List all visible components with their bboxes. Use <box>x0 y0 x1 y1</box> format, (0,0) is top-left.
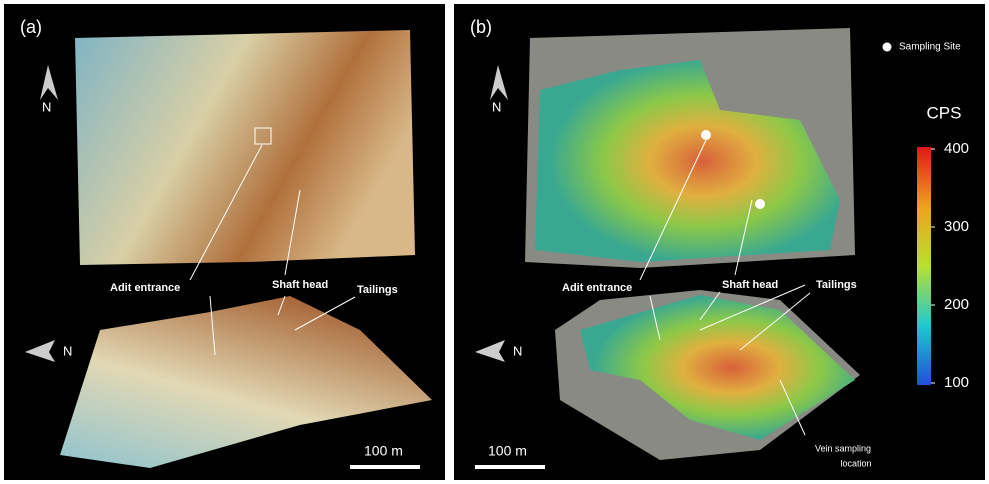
legend-marker <box>882 42 892 52</box>
scale-label: 100 m <box>488 443 527 459</box>
colorbar-tick-label: 200 <box>944 296 969 313</box>
north-arrow <box>25 340 55 362</box>
north-arrow <box>490 65 508 100</box>
dem-map <box>75 30 415 265</box>
annotation: Shaft head <box>272 279 328 291</box>
annotation: Adit entrance <box>562 282 632 294</box>
north-label: N <box>513 343 522 358</box>
scale-label: 100 m <box>364 443 403 459</box>
colorbar-title: CPS <box>927 103 962 122</box>
north-label: N <box>492 99 501 114</box>
annotation: Vein sampling <box>815 443 871 453</box>
colorbar <box>917 147 931 385</box>
north-arrow <box>475 340 505 362</box>
sampling-site <box>701 130 711 140</box>
annotation: Adit entrance <box>110 282 180 294</box>
annotation: Shaft head <box>722 279 778 291</box>
annotation: location <box>840 458 871 468</box>
north-label: N <box>63 343 72 358</box>
colorbar-tick-label: 300 <box>944 218 969 235</box>
leader-lines <box>189 144 356 356</box>
legend-label: Sampling Site <box>899 42 961 53</box>
sampling-site <box>755 199 765 209</box>
annotation: Tailings <box>357 284 398 296</box>
panel-label: (a) <box>20 17 42 37</box>
scale-bar <box>475 465 545 469</box>
colorbar-tick-label: 100 <box>944 374 969 391</box>
dem-3d <box>60 296 432 468</box>
scale-bar <box>350 465 420 469</box>
colorbar-ticks: 100 200 300 400 <box>931 140 969 391</box>
north-label: N <box>42 99 51 114</box>
north-arrow <box>40 65 58 100</box>
inset-box <box>254 127 272 145</box>
cps-overlay-3d <box>580 295 855 440</box>
colorbar-tick-label: 400 <box>944 140 969 157</box>
panel-label: (b) <box>470 17 492 37</box>
cps-overlay <box>535 60 840 262</box>
leader-lines <box>639 139 811 436</box>
annotation: Tailings <box>816 279 857 291</box>
